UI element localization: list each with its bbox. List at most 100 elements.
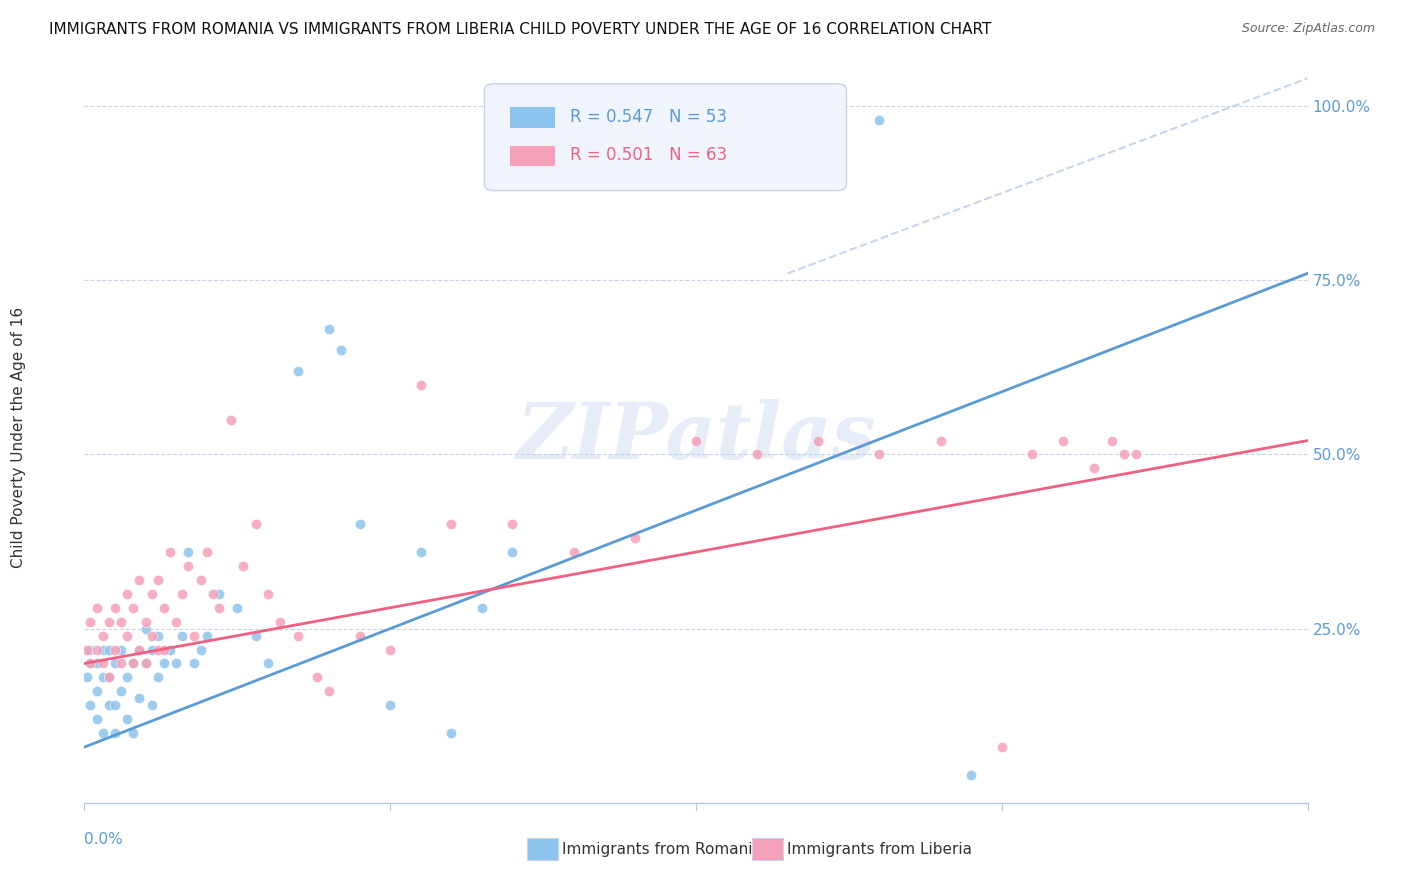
Immigrants from Romania [190, 642, 212, 657]
Immigrants from Romania [257, 657, 280, 671]
Text: Child Poverty Under the Age of 16: Child Poverty Under the Age of 16 [11, 307, 25, 567]
Immigrants from Liberia [201, 587, 224, 601]
Immigrants from Romania [141, 698, 163, 713]
Text: 0.0%: 0.0% [84, 832, 124, 847]
Immigrants from Liberia [287, 629, 309, 643]
Immigrants from Romania [104, 657, 127, 671]
Immigrants from Romania [177, 545, 200, 559]
Immigrants from Romania [245, 629, 267, 643]
Immigrants from Liberia [86, 642, 108, 657]
Immigrants from Romania [208, 587, 231, 601]
Immigrants from Romania [318, 322, 340, 336]
Immigrants from Liberia [269, 615, 291, 629]
Immigrants from Liberia [110, 657, 132, 671]
Text: R = 0.501   N = 63: R = 0.501 N = 63 [569, 146, 727, 164]
Immigrants from Romania [86, 684, 108, 698]
Immigrants from Romania [153, 657, 176, 671]
Immigrants from Liberia [159, 545, 181, 559]
Immigrants from Liberia [183, 629, 205, 643]
Text: Source: ZipAtlas.com: Source: ZipAtlas.com [1241, 22, 1375, 36]
Immigrants from Liberia [624, 531, 647, 545]
FancyBboxPatch shape [484, 84, 846, 191]
Immigrants from Romania [128, 642, 150, 657]
Immigrants from Liberia [153, 600, 176, 615]
Text: R = 0.547   N = 53: R = 0.547 N = 53 [569, 109, 727, 127]
Immigrants from Romania [440, 726, 463, 740]
Immigrants from Liberia [146, 642, 169, 657]
Immigrants from Romania [287, 364, 309, 378]
Immigrants from Liberia [91, 629, 114, 643]
Bar [509, 145, 555, 167]
Text: Immigrants from Liberia: Immigrants from Liberia [787, 842, 973, 856]
Immigrants from Liberia [141, 629, 163, 643]
Immigrants from Liberia [1021, 448, 1043, 462]
Immigrants from Liberia [305, 670, 328, 684]
Immigrants from Liberia [104, 642, 127, 657]
Immigrants from Romania [869, 113, 891, 128]
Immigrants from Romania [91, 642, 114, 657]
Immigrants from Liberia [135, 657, 157, 671]
Immigrants from Romania [159, 642, 181, 657]
Immigrants from Romania [141, 642, 163, 657]
Immigrants from Liberia [685, 434, 707, 448]
Immigrants from Liberia [929, 434, 952, 448]
Text: ZIPatlas: ZIPatlas [516, 399, 876, 475]
Immigrants from Liberia [257, 587, 280, 601]
Immigrants from Romania [146, 670, 169, 684]
Immigrants from Liberia [91, 657, 114, 671]
Immigrants from Romania [79, 698, 101, 713]
Immigrants from Romania [172, 629, 194, 643]
Immigrants from Romania [226, 600, 249, 615]
Immigrants from Romania [330, 343, 353, 357]
Immigrants from Liberia [747, 448, 769, 462]
Immigrants from Liberia [869, 448, 891, 462]
Immigrants from Romania [146, 629, 169, 643]
Immigrants from Liberia [190, 573, 212, 587]
Immigrants from Romania [122, 726, 145, 740]
Immigrants from Romania [122, 657, 145, 671]
Immigrants from Liberia [1083, 461, 1105, 475]
Immigrants from Liberia [991, 740, 1014, 755]
Immigrants from Romania [91, 670, 114, 684]
Immigrants from Liberia [76, 642, 98, 657]
Immigrants from Liberia [219, 412, 242, 426]
Bar [509, 106, 555, 128]
Immigrants from Liberia [1114, 448, 1136, 462]
Immigrants from Liberia [409, 377, 432, 392]
Immigrants from Liberia [153, 642, 176, 657]
Immigrants from Romania [502, 545, 524, 559]
Immigrants from Romania [91, 726, 114, 740]
Immigrants from Liberia [115, 587, 138, 601]
Immigrants from Romania [128, 691, 150, 706]
Immigrants from Liberia [135, 615, 157, 629]
Immigrants from Romania [195, 629, 218, 643]
Immigrants from Liberia [122, 600, 145, 615]
Immigrants from Romania [135, 657, 157, 671]
Immigrants from Liberia [104, 600, 127, 615]
Immigrants from Liberia [1101, 434, 1123, 448]
Immigrants from Romania [409, 545, 432, 559]
Immigrants from Liberia [807, 434, 830, 448]
Immigrants from Liberia [110, 615, 132, 629]
Immigrants from Romania [97, 670, 120, 684]
Immigrants from Romania [79, 657, 101, 671]
Immigrants from Romania [79, 642, 101, 657]
Text: Immigrants from Romania: Immigrants from Romania [562, 842, 762, 856]
Immigrants from Romania [349, 517, 371, 532]
Immigrants from Romania [104, 698, 127, 713]
Immigrants from Liberia [79, 615, 101, 629]
Immigrants from Romania [960, 768, 983, 782]
Immigrants from Romania [104, 726, 127, 740]
Immigrants from Liberia [195, 545, 218, 559]
Immigrants from Liberia [128, 642, 150, 657]
Immigrants from Liberia [97, 615, 120, 629]
Immigrants from Romania [165, 657, 187, 671]
Immigrants from Liberia [232, 558, 254, 573]
Immigrants from Romania [110, 684, 132, 698]
Immigrants from Liberia [349, 629, 371, 643]
Immigrants from Romania [135, 622, 157, 636]
Immigrants from Liberia [79, 657, 101, 671]
Immigrants from Liberia [440, 517, 463, 532]
Immigrants from Liberia [318, 684, 340, 698]
Immigrants from Romania [471, 600, 494, 615]
